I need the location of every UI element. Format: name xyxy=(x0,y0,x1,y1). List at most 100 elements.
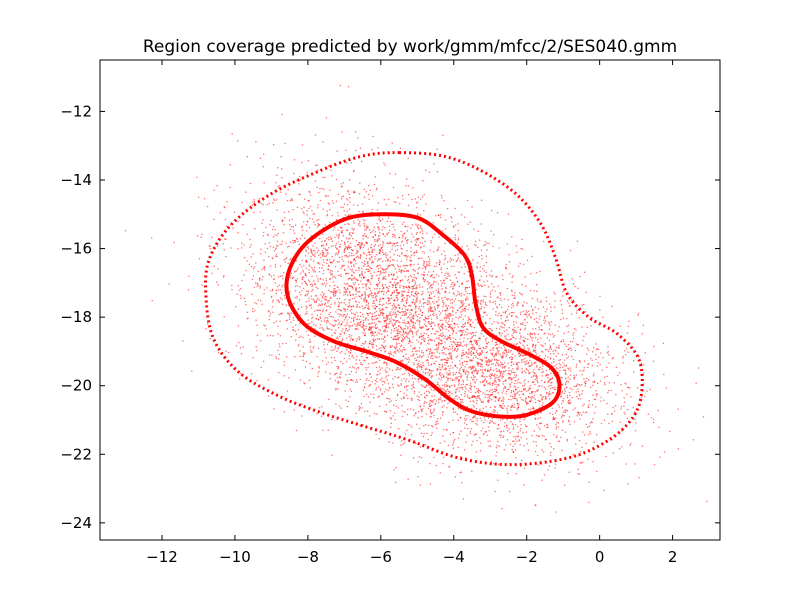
scatter-point xyxy=(399,360,402,362)
scatter-point xyxy=(405,302,408,304)
scatter-point xyxy=(524,276,526,278)
scatter-point xyxy=(571,355,573,358)
scatter-point xyxy=(323,320,326,322)
scatter-point xyxy=(340,273,342,276)
scatter-point xyxy=(358,220,361,223)
scatter-point xyxy=(415,250,418,252)
scatter-point xyxy=(659,456,661,458)
scatter-point xyxy=(386,364,388,366)
scatter-point xyxy=(370,244,373,246)
scatter-point xyxy=(498,304,501,306)
scatter-point xyxy=(339,360,342,363)
scatter-point xyxy=(593,381,596,383)
scatter-point xyxy=(299,355,302,358)
scatter-point xyxy=(378,227,380,230)
scatter-point xyxy=(271,228,274,231)
scatter-point xyxy=(347,342,349,344)
scatter-point xyxy=(396,248,399,251)
scatter-point xyxy=(466,292,469,295)
scatter-point xyxy=(470,366,472,368)
scatter-point xyxy=(464,298,467,301)
scatter-point xyxy=(551,386,554,389)
scatter-point xyxy=(374,288,376,290)
scatter-point xyxy=(362,252,365,254)
scatter-point xyxy=(392,325,395,327)
scatter-point xyxy=(564,369,566,371)
scatter-point xyxy=(351,355,353,358)
scatter-point xyxy=(472,357,475,359)
scatter-point xyxy=(387,231,390,234)
scatter-point xyxy=(520,382,522,384)
scatter-point xyxy=(465,331,467,333)
scatter-point xyxy=(564,409,567,411)
scatter-point xyxy=(387,297,389,300)
scatter-point xyxy=(443,258,446,261)
scatter-point xyxy=(389,416,392,419)
scatter-point xyxy=(373,248,376,251)
scatter-point xyxy=(413,287,415,290)
scatter-point xyxy=(453,283,456,285)
scatter-point xyxy=(278,313,281,316)
scatter-point xyxy=(259,157,262,159)
scatter-point xyxy=(458,285,461,288)
scatter-point xyxy=(575,312,578,314)
scatter-point xyxy=(457,257,460,259)
scatter-point xyxy=(499,372,501,374)
scatter-point xyxy=(487,393,490,396)
scatter-point xyxy=(339,352,342,354)
scatter-point xyxy=(408,380,410,382)
scatter-point xyxy=(386,379,388,381)
scatter-point xyxy=(419,366,421,368)
scatter-point xyxy=(434,309,437,311)
scatter-point xyxy=(532,406,534,408)
scatter-point xyxy=(407,342,410,345)
scatter-point xyxy=(494,373,496,376)
scatter-point xyxy=(306,171,308,174)
scatter-point xyxy=(415,276,417,279)
scatter-point xyxy=(497,285,499,287)
scatter-point xyxy=(564,343,566,345)
scatter-point xyxy=(301,259,303,262)
scatter-point xyxy=(281,342,284,345)
scatter-point xyxy=(540,344,542,346)
scatter-point xyxy=(430,400,433,403)
scatter-point xyxy=(562,421,564,424)
scatter-point xyxy=(429,387,432,389)
scatter-point xyxy=(389,410,392,412)
scatter-point xyxy=(418,306,421,308)
scatter-point xyxy=(401,333,404,336)
scatter-point xyxy=(277,232,279,235)
scatter-point xyxy=(224,206,226,209)
scatter-point xyxy=(386,254,389,256)
scatter-point xyxy=(292,276,295,278)
scatter-point xyxy=(338,249,340,251)
scatter-point xyxy=(419,484,422,486)
scatter-point xyxy=(551,413,554,416)
scatter-point xyxy=(429,402,431,404)
scatter-point xyxy=(488,429,490,432)
scatter-point xyxy=(457,237,460,240)
scatter-point xyxy=(343,251,346,254)
scatter-point xyxy=(586,426,589,428)
scatter-point xyxy=(415,223,417,225)
scatter-point xyxy=(294,324,297,326)
scatter-point xyxy=(355,412,357,415)
scatter-point xyxy=(309,362,311,365)
scatter-point xyxy=(502,370,505,373)
scatter-point xyxy=(644,351,647,354)
scatter-point xyxy=(314,271,317,273)
scatter-point xyxy=(548,464,551,467)
scatter-point xyxy=(408,373,411,375)
scatter-point xyxy=(404,349,406,351)
scatter-point xyxy=(309,194,312,196)
scatter-point xyxy=(341,320,344,323)
scatter-point xyxy=(269,290,272,292)
scatter-point xyxy=(352,277,354,280)
scatter-point xyxy=(281,220,284,223)
scatter-point xyxy=(479,358,481,361)
scatter-point xyxy=(208,245,211,247)
scatter-point xyxy=(546,348,548,351)
scatter-point xyxy=(447,348,450,351)
scatter-point xyxy=(321,244,323,247)
scatter-point xyxy=(344,325,346,327)
